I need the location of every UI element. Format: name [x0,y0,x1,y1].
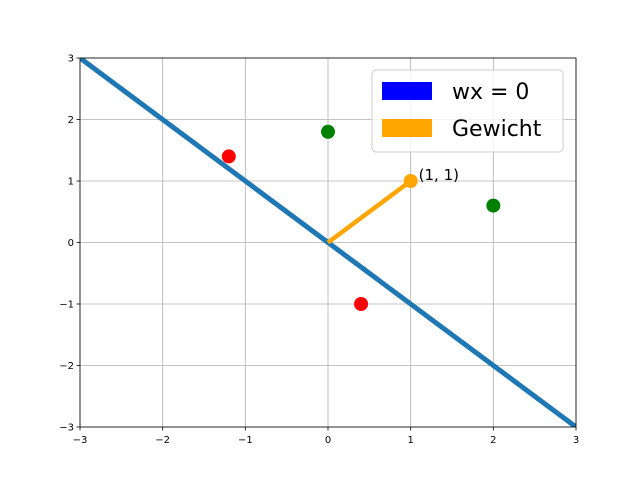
x-tick-label: 0 [325,435,331,446]
data-point [321,124,335,139]
y-tick-label: 0 [68,238,74,249]
y-tick-label: −2 [59,361,74,372]
data-point [403,174,418,188]
data-point [354,297,369,311]
x-tick-label: −2 [155,435,170,446]
y-tick-label: 2 [68,115,74,126]
y-tick-label: 1 [68,177,74,188]
x-tick-label: 2 [490,435,496,446]
data-point [221,149,236,164]
legend-label: wx = 0 [452,80,529,105]
data-point [486,198,501,213]
y-tick-label: −3 [59,423,74,434]
plot-area: (1, 1) −3 −2 −1 0 1 2 3 −3 −2 −1 0 1 2 3 wx = 0 Gewicht [59,54,579,447]
weight-vector-line [326,179,413,245]
x-tick-label: −1 [238,435,253,446]
x-tick-label: 3 [573,435,579,446]
x-tick-label: −3 [73,435,88,446]
legend-swatch [382,82,432,100]
y-tick-label: 3 [68,54,74,65]
x-tick-label: 1 [407,435,413,446]
legend-swatch [382,119,432,137]
point-annotation: (1, 1) [419,166,459,184]
legend-label: Gewicht [452,117,542,142]
y-tick-label: −1 [59,300,74,311]
